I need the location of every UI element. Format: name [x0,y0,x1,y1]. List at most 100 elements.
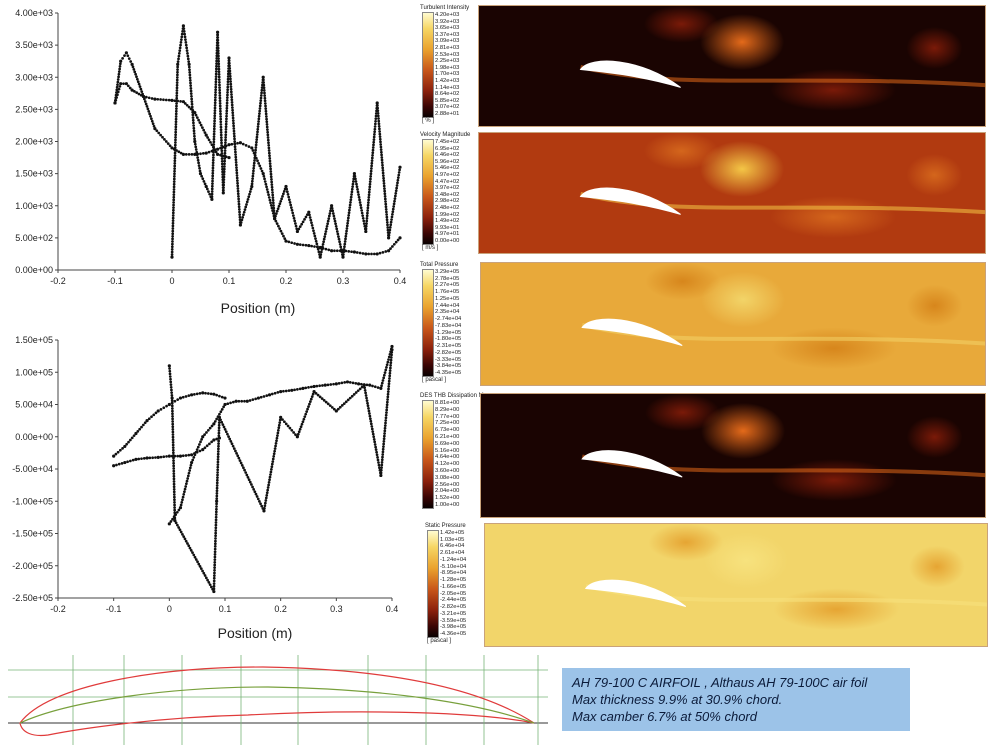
data-point-trace [281,194,284,198]
data-point-trace [142,456,146,460]
data-point-trace [269,204,273,207]
data-point-trace [231,119,235,122]
data-point-trace [383,187,386,190]
data-point-trace [170,394,174,397]
data-point-trace [212,132,216,136]
data-point-trace [384,250,388,253]
data-point [178,396,183,400]
legend-value: 6.95e+02 [435,145,460,152]
legend-title: Velocity Magnitude [420,132,471,138]
data-point-trace [212,130,216,133]
data-point-trace [393,199,396,203]
data-point-trace [176,60,180,64]
data-point-trace [348,208,351,212]
data-point [212,438,216,442]
data-point-trace [380,381,384,385]
data-point-trace [172,464,176,468]
data-point-trace [372,435,376,439]
data-point-trace [170,250,174,254]
data-point-trace [271,191,274,194]
legend-value: 7.45e+02 [435,139,460,145]
data-point-trace [351,185,354,189]
data-point-trace [230,442,234,446]
data-point [217,415,222,419]
data-point-trace [198,121,202,124]
data-point-trace [320,248,324,251]
data-point-trace [218,96,222,100]
data-point-trace [177,52,181,55]
data-point-trace [273,391,277,395]
colorbar [427,530,439,638]
data-point-trace [366,201,370,204]
data-point-trace [115,463,118,467]
data-point-trace [174,125,178,129]
data-point [227,56,231,60]
data-point-trace [344,400,348,404]
data-point-trace [208,442,211,446]
data-point-trace [265,120,269,124]
data-point-trace [223,154,227,158]
data-point-trace [216,38,220,42]
data-point-trace [336,232,340,236]
data-point-trace [213,547,217,551]
data-point-trace [171,441,175,444]
data-point-trace [368,182,372,186]
colorbar [422,12,434,118]
data-point-trace [266,136,270,139]
data-point [201,391,205,395]
data-point-trace [254,143,258,147]
data-point-trace [371,430,375,433]
data-point-trace [188,76,192,80]
data-point-trace [144,95,148,99]
data-point-trace [386,226,390,229]
legend-value: 7.77e+00 [435,413,460,420]
data-point-trace [383,192,387,196]
data-point-trace [234,150,237,154]
data-point-trace [213,555,217,559]
data-point-trace [314,391,318,395]
data-point-trace [335,249,339,253]
data-point-trace [346,398,350,402]
data-point-trace [214,518,218,522]
data-point-trace [120,461,124,465]
data-point-trace [117,462,121,466]
legend-value: 4.12e+00 [435,461,460,468]
data-point-trace [256,130,259,134]
data-point-trace [150,117,153,121]
data-point-trace [304,412,308,416]
data-point-trace [353,174,357,178]
data-point-trace [219,130,223,134]
data-point-trace [220,146,224,150]
data-point-trace [244,143,248,147]
data-point [290,388,294,392]
y-tick-label: 0.00e+00 [15,265,53,275]
data-point-trace [239,461,243,465]
data-point-trace [211,177,214,180]
data-point-trace [263,504,267,508]
x-tick-label: 0.2 [280,276,293,286]
data-point-trace [226,77,230,81]
data-point-trace [389,356,393,359]
legend-value: 3.97e+02 [435,185,460,192]
data-point-trace [224,128,228,131]
data-point-trace [192,456,196,459]
data-point-trace [248,399,252,402]
data-point-trace [225,98,229,102]
data-point-trace [267,483,270,487]
data-point-trace [270,465,274,469]
legend-value: 2.88e+01 [435,111,460,117]
data-point-trace [382,440,386,443]
data-point-trace [217,421,221,425]
data-point-trace [234,449,237,453]
data-point-trace [171,446,175,449]
data-point-trace [386,398,389,401]
data-point-trace [222,183,225,187]
data-point-trace [362,222,366,225]
data-point-trace [212,153,215,157]
data-point [238,223,242,227]
data-point [312,390,316,394]
data-point-trace [385,405,389,409]
data-point-trace [380,460,384,464]
data-point-trace [174,109,178,113]
data-point-trace [366,203,370,207]
